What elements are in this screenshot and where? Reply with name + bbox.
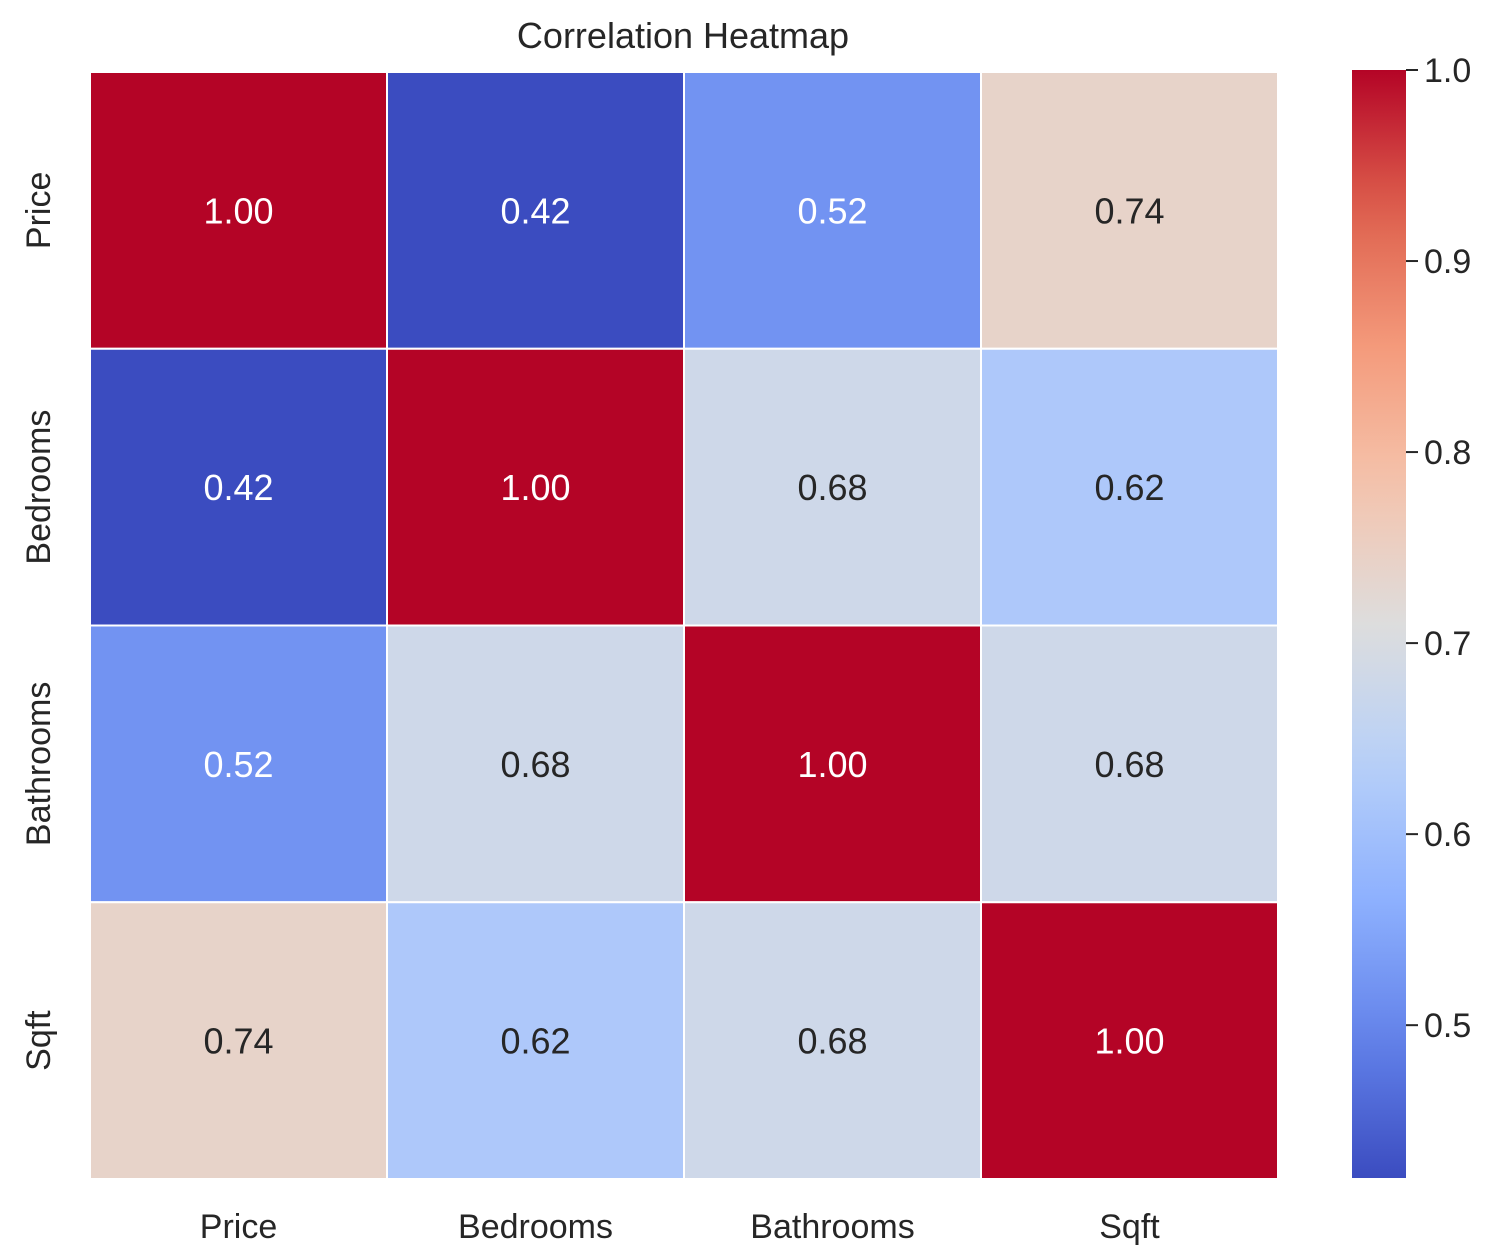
y-tick-label: Bathrooms [20, 682, 58, 846]
x-tick-label: Bedrooms [458, 1208, 613, 1246]
heatmap-cell-label: 0.52 [203, 744, 273, 785]
heatmap-cell-label: 0.42 [500, 190, 570, 231]
colorbar: 0.5 0.6 0.7 0.8 0.9 1.0 [1352, 52, 1471, 1178]
y-axis-tick-labels: Price Bedrooms Bathrooms Sqft [20, 172, 58, 1071]
heatmap-cell [980, 71, 1279, 350]
heatmap-cell-label: 0.52 [797, 190, 867, 231]
heatmap-cell-label: 0.74 [203, 1021, 273, 1062]
heatmap-cell [386, 624, 685, 904]
x-tick-label: Sqft [1099, 1208, 1160, 1246]
heatmap-cell-label: 0.62 [1094, 467, 1164, 508]
colorbar-tick-label: 0.6 [1424, 816, 1471, 854]
heatmap-cell-label: 1.00 [203, 190, 273, 231]
heatmap-cells: 1.00 0.42 0.52 0.74 0.42 1.00 0.68 0.62 0.52 0.68… [89, 71, 1279, 1180]
colorbar-tick-label: 0.5 [1424, 1007, 1471, 1045]
heatmap-cell [386, 71, 685, 350]
heatmap-cell-label: 0.68 [797, 467, 867, 508]
heatmap-cell-label: 0.42 [203, 467, 273, 508]
heatmap-cell [683, 71, 982, 350]
x-axis-tick-labels: Price Bedrooms Bathrooms Sqft [200, 1208, 1161, 1246]
heatmap-cell-label: 0.62 [500, 1021, 570, 1062]
heatmap-cell-label: 1.00 [1094, 1021, 1164, 1062]
colorbar-gradient [1352, 70, 1406, 1178]
heatmap-cell [89, 71, 388, 350]
heatmap-cell [386, 347, 685, 627]
heatmap-cell-label: 1.00 [797, 744, 867, 785]
heatmap-cell-label: 0.68 [797, 1021, 867, 1062]
colorbar-tick-label: 0.8 [1424, 434, 1471, 472]
chart-title: Correlation Heatmap [517, 15, 849, 56]
heatmap-cell [980, 347, 1279, 627]
heatmap-cell [89, 347, 388, 627]
heatmap-cell [980, 624, 1279, 904]
x-tick-label: Price [200, 1208, 277, 1246]
heatmap-cell-label: 0.68 [1094, 744, 1164, 785]
heatmap-cell-label: 1.00 [500, 467, 570, 508]
heatmap-cell [89, 901, 388, 1180]
y-tick-label: Price [20, 172, 58, 249]
colorbar-tick-label: 0.9 [1424, 243, 1471, 281]
colorbar-tick-label: 0.7 [1424, 625, 1471, 663]
heatmap-cell [980, 901, 1279, 1180]
heatmap-cell [386, 901, 685, 1180]
x-tick-label: Bathrooms [750, 1208, 914, 1246]
colorbar-tick-label: 1.0 [1424, 52, 1471, 90]
heatmap-cell-label: 0.74 [1094, 190, 1164, 231]
heatmap-cell [683, 901, 982, 1180]
heatmap-cell-label: 0.68 [500, 744, 570, 785]
y-tick-label: Sqft [20, 1010, 58, 1071]
y-tick-label: Bedrooms [20, 410, 58, 565]
